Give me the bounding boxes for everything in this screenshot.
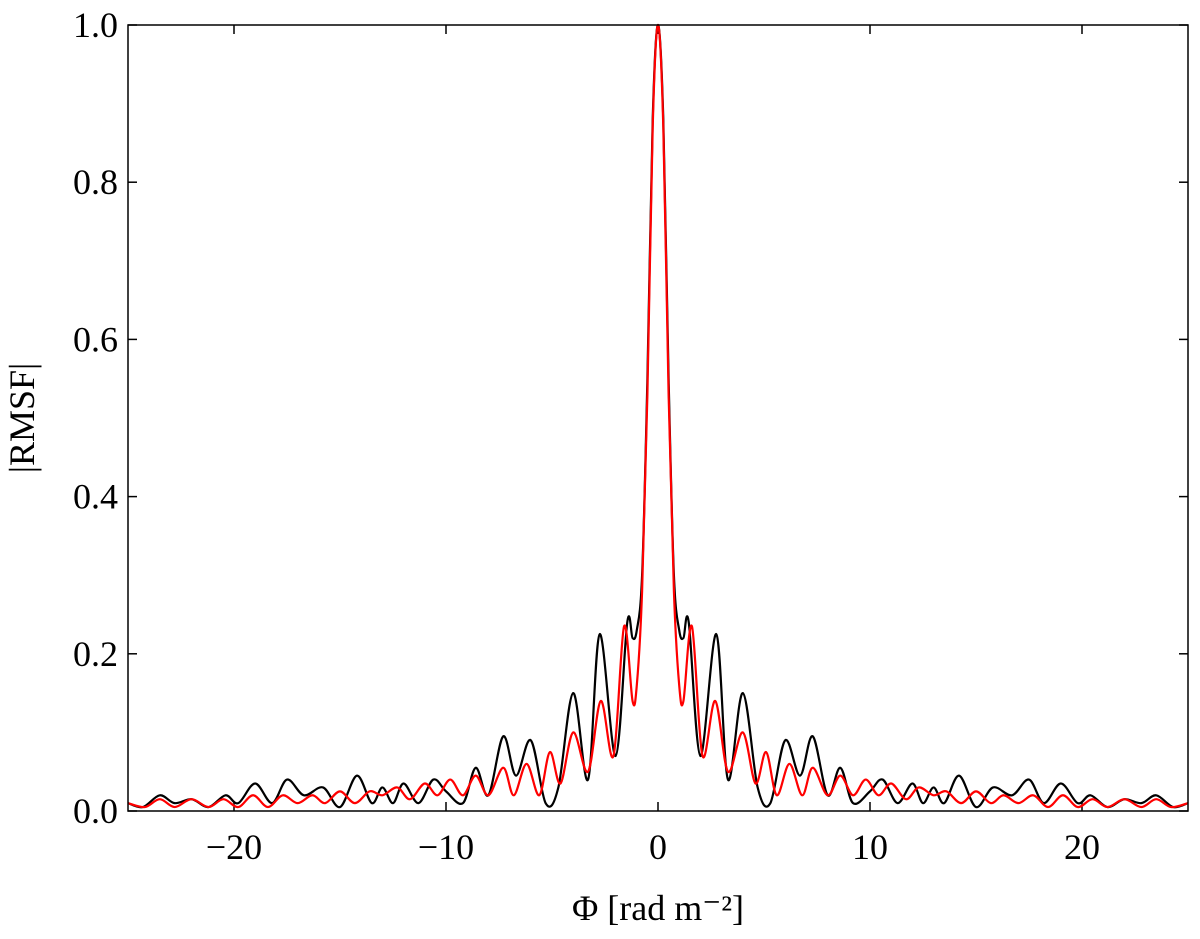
y-tick-label: 0.4 (73, 477, 118, 517)
x-tick-label: 0 (649, 827, 667, 867)
y-tick-label: 0.0 (73, 791, 118, 831)
x-tick-label: 20 (1064, 827, 1100, 867)
series-line (128, 23, 1188, 809)
y-tick-label: 0.6 (73, 319, 118, 359)
y-tick-label: 0.2 (73, 634, 118, 674)
y-tick-label: 1.0 (73, 5, 118, 45)
series-line (128, 23, 1188, 809)
y-axis-label: |RMSF| (2, 363, 42, 473)
y-tick-label: 0.8 (73, 162, 118, 202)
x-tick-label: −10 (418, 827, 474, 867)
x-tick-label: 10 (852, 827, 888, 867)
plot-frame (127, 24, 1189, 812)
x-tick-label: −20 (206, 827, 262, 867)
x-axis-label: Φ [rad m⁻²] (572, 888, 744, 928)
